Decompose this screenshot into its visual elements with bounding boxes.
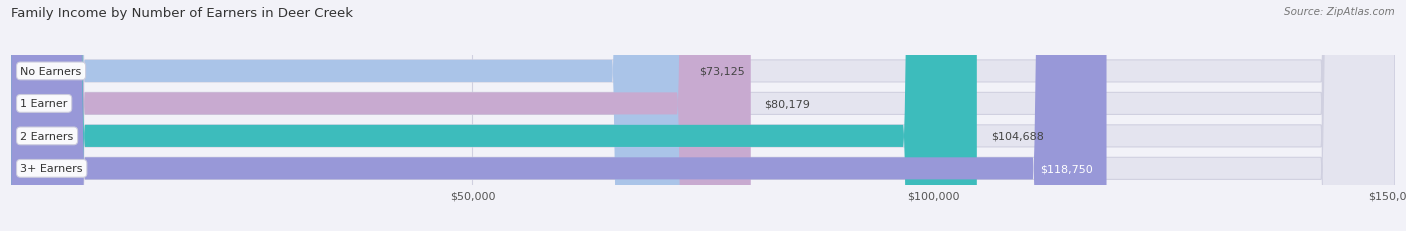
Text: Family Income by Number of Earners in Deer Creek: Family Income by Number of Earners in De… — [11, 7, 353, 20]
Text: $73,125: $73,125 — [700, 67, 745, 77]
Text: 1 Earner: 1 Earner — [21, 99, 67, 109]
Text: 2 Earners: 2 Earners — [21, 131, 73, 141]
Text: $80,179: $80,179 — [765, 99, 810, 109]
Text: $104,688: $104,688 — [991, 131, 1043, 141]
Text: 3+ Earners: 3+ Earners — [21, 164, 83, 174]
FancyBboxPatch shape — [11, 0, 1395, 231]
Text: No Earners: No Earners — [21, 67, 82, 77]
Text: Source: ZipAtlas.com: Source: ZipAtlas.com — [1284, 7, 1395, 17]
Text: $118,750: $118,750 — [1040, 164, 1092, 174]
FancyBboxPatch shape — [11, 0, 1395, 231]
FancyBboxPatch shape — [11, 0, 686, 231]
FancyBboxPatch shape — [11, 0, 751, 231]
FancyBboxPatch shape — [11, 0, 1395, 231]
FancyBboxPatch shape — [11, 0, 1395, 231]
FancyBboxPatch shape — [11, 0, 977, 231]
FancyBboxPatch shape — [11, 0, 1107, 231]
